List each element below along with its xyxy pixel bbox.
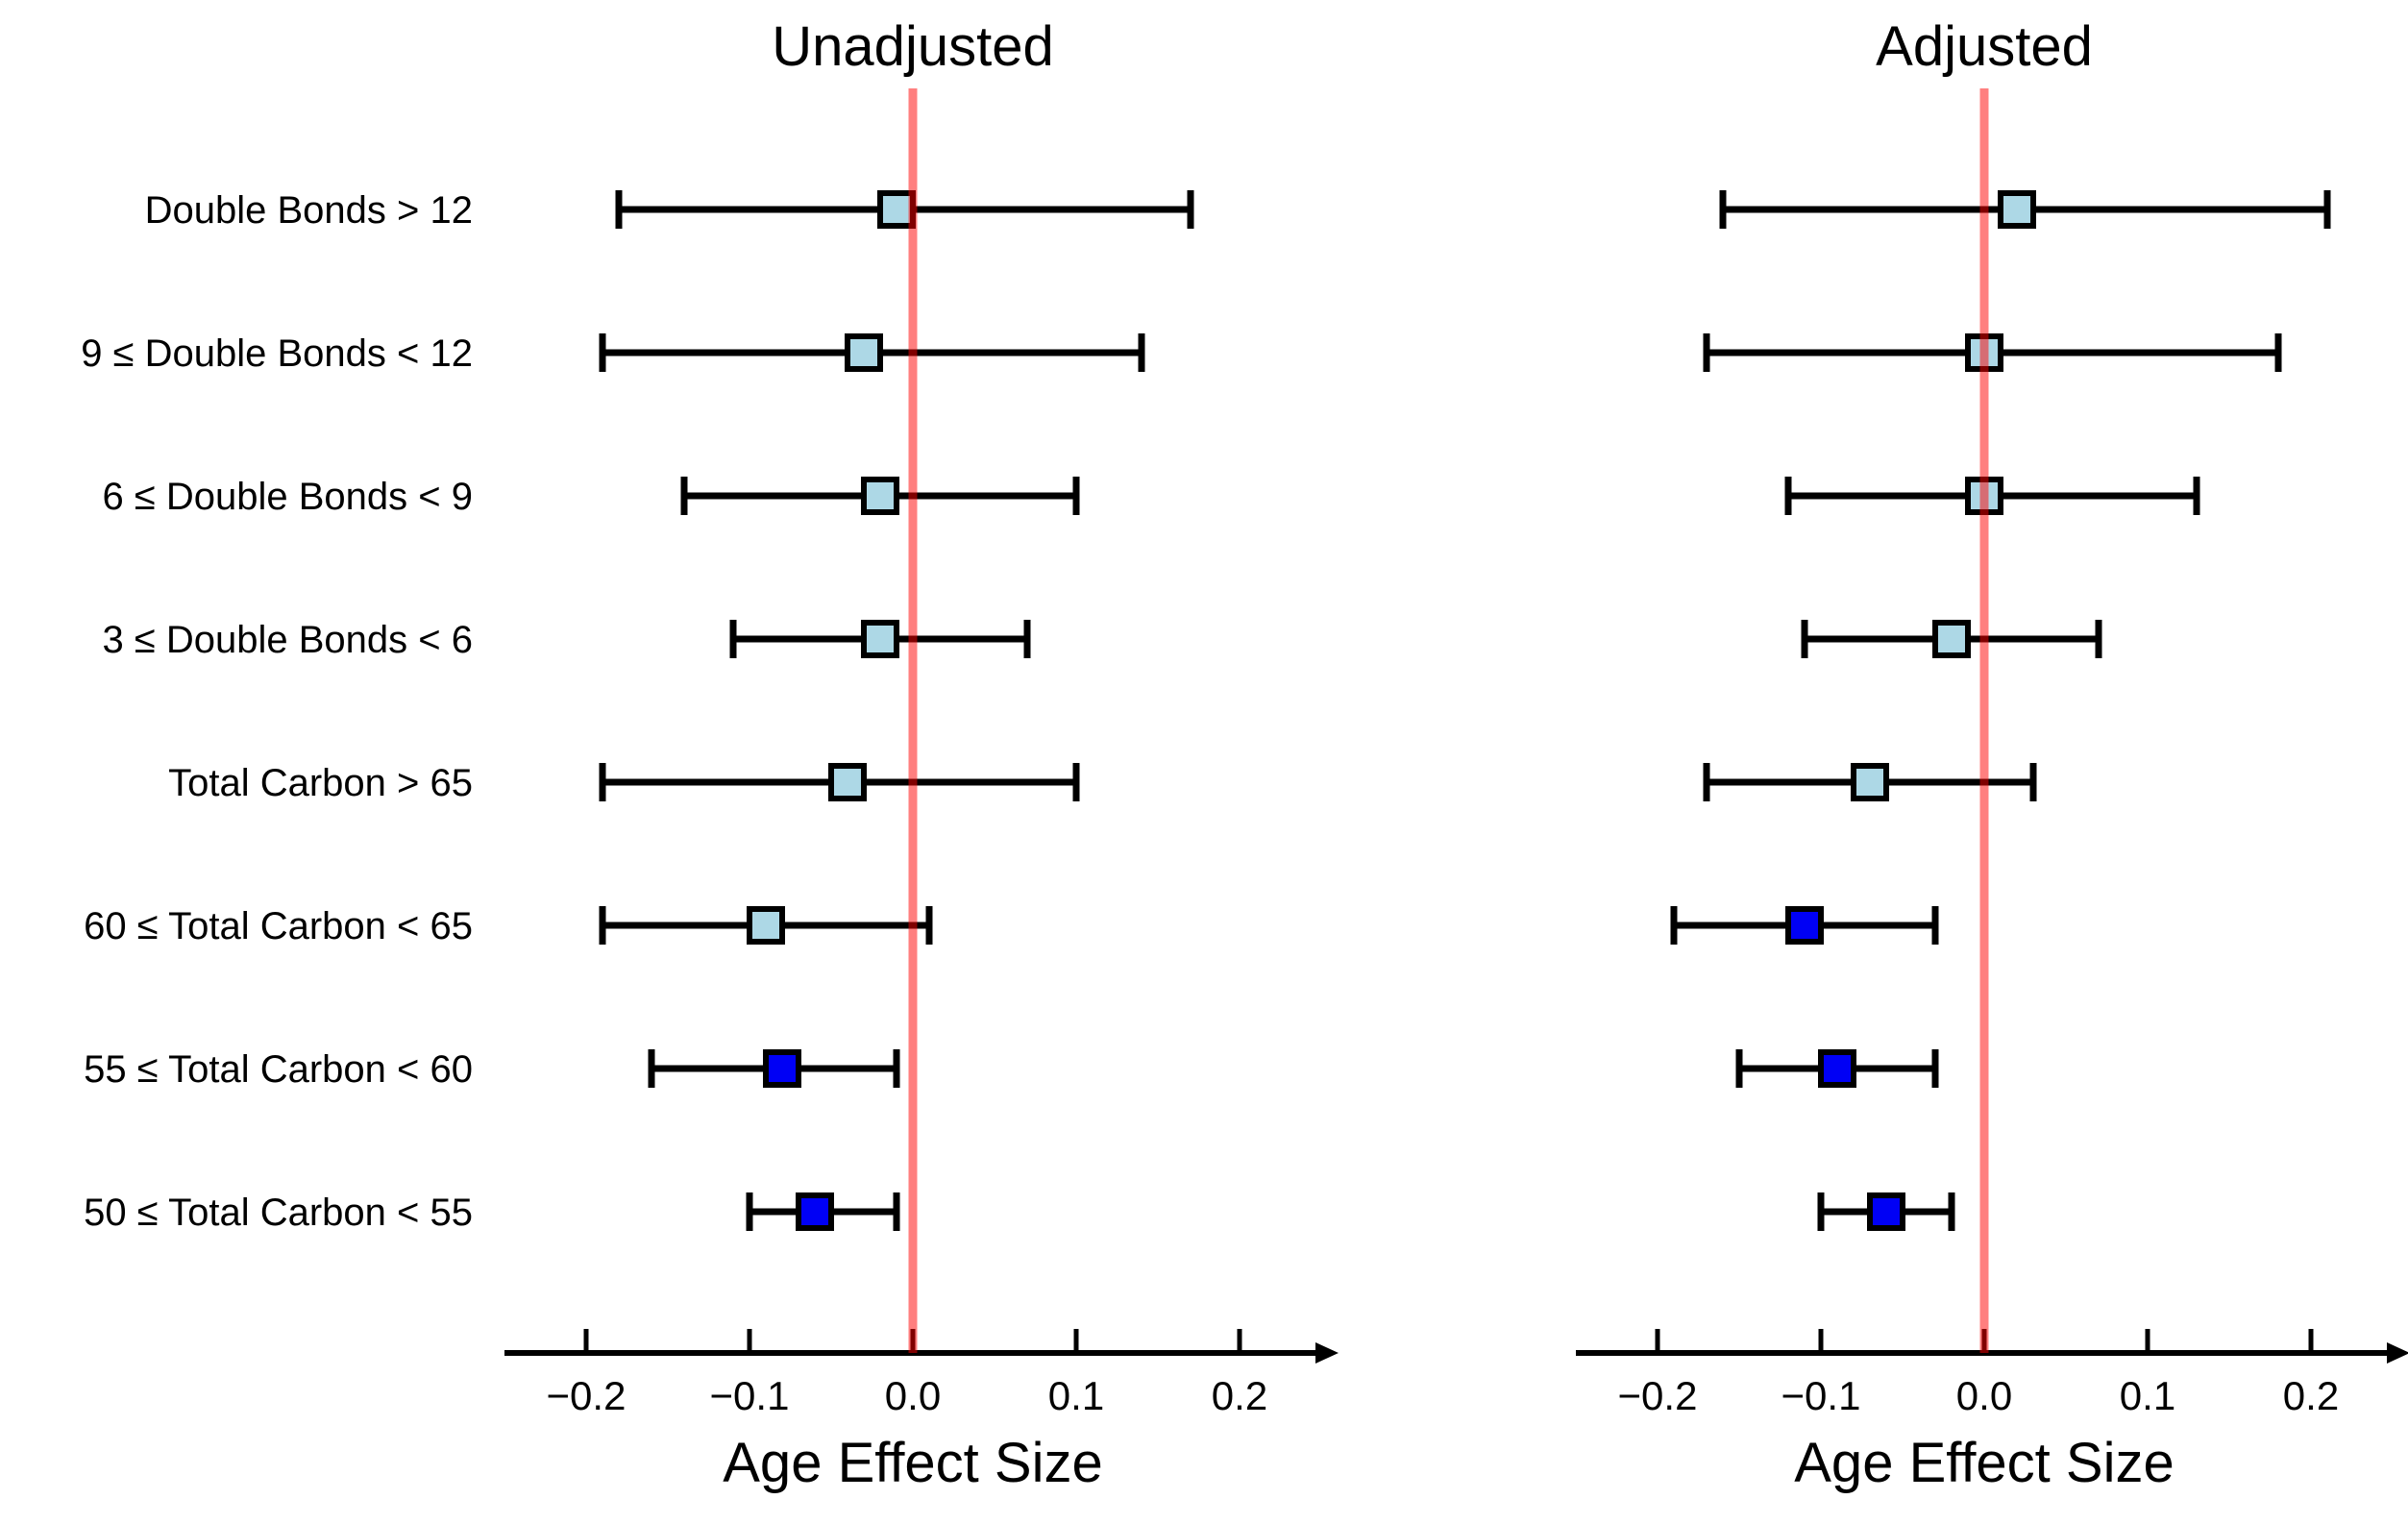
estimate-square xyxy=(877,190,916,229)
category-label: 3 ≤ Double Bonds < 6 xyxy=(102,619,473,661)
category-label: 60 ≤ Total Carbon < 65 xyxy=(84,905,473,947)
panel-title-unadjusted: Unadjusted xyxy=(772,15,1053,78)
x-axis-tick-label: 0.0 xyxy=(885,1373,941,1418)
category-label: Double Bonds > 12 xyxy=(145,189,473,232)
x-axis-tick-label: 0.1 xyxy=(1048,1373,1104,1418)
panel-title-adjusted: Adjusted xyxy=(1876,15,2093,78)
category-label: 6 ≤ Double Bonds < 9 xyxy=(102,476,473,518)
estimate-square-significant xyxy=(1867,1192,1905,1231)
estimate-square xyxy=(861,477,899,515)
estimate-square xyxy=(1851,763,1889,801)
estimate-square xyxy=(1998,190,2036,229)
category-label: 55 ≤ Total Carbon < 60 xyxy=(84,1048,473,1091)
estimate-square-significant xyxy=(1818,1049,1856,1088)
estimate-square-significant xyxy=(763,1049,801,1088)
x-axis-title-left: Age Effect Size xyxy=(723,1432,1103,1494)
estimate-square xyxy=(1932,620,1971,658)
estimate-square xyxy=(828,763,867,801)
category-label: 50 ≤ Total Carbon < 55 xyxy=(84,1192,473,1234)
x-axis-arrowhead-icon xyxy=(1315,1342,1339,1364)
estimate-square xyxy=(861,620,899,658)
x-axis-tick-label: −0.2 xyxy=(547,1373,627,1418)
estimate-square xyxy=(845,333,883,372)
x-axis-tick-label: 0.1 xyxy=(2120,1373,2175,1418)
estimate-square-significant xyxy=(796,1192,834,1231)
x-axis-tick-label: 0.2 xyxy=(2283,1373,2339,1418)
estimate-square xyxy=(747,906,785,945)
category-label: Total Carbon > 65 xyxy=(168,762,473,804)
plot-marks-layer: −0.2 −0.1 0.0 0.1 0.2 Double Bonds > 12 9 ≤ Do… xyxy=(81,88,2408,1418)
x-axis-tick-label: −0.1 xyxy=(1781,1373,1861,1418)
x-axis-tick-label: −0.1 xyxy=(710,1373,790,1418)
x-axis-tick-label: 0.0 xyxy=(1956,1373,2012,1418)
x-axis-arrowhead-icon xyxy=(2387,1342,2408,1364)
x-axis-tick-label: 0.2 xyxy=(1212,1373,1267,1418)
x-axis-tick-label: −0.2 xyxy=(1618,1373,1698,1418)
x-axis-title-right: Age Effect Size xyxy=(1794,1432,2175,1494)
category-label: 9 ≤ Double Bonds < 12 xyxy=(81,332,473,375)
estimate-square-significant xyxy=(1785,906,1824,945)
